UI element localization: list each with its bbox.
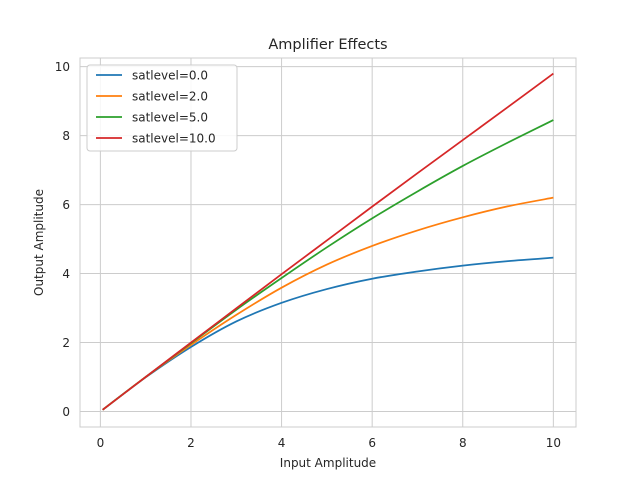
legend: satlevel=0.0 satlevel=2.0 satlevel=5.0 satl… [86, 64, 238, 152]
series-group [102, 72, 554, 411]
y-tick-label: 6 [62, 198, 70, 212]
x-tick-label: 10 [546, 436, 561, 450]
y-tick-label: 8 [62, 129, 70, 143]
legend-label: satlevel=0.0 [132, 69, 208, 83]
x-tick-label: 0 [97, 436, 105, 450]
tick-labels: 0 2 4 6 8 10 0 2 4 6 8 10 [55, 60, 561, 450]
legend-label: satlevel=5.0 [132, 111, 208, 125]
x-tick-label: 8 [459, 436, 467, 450]
grid [80, 58, 576, 427]
x-tick-label: 4 [278, 436, 286, 450]
legend-label: satlevel=2.0 [132, 90, 208, 104]
plot-frame [79, 57, 577, 428]
y-tick-label: 2 [62, 336, 70, 350]
legend-box [86, 64, 238, 152]
chart-title: Amplifier Effects [268, 37, 387, 53]
y-axis-label: Output Amplitude [32, 189, 46, 296]
x-tick-label: 6 [368, 436, 376, 450]
series-line-3 [102, 72, 554, 411]
x-axis-label: Input Amplitude [280, 456, 376, 470]
y-tick-label: 0 [62, 405, 70, 419]
series-line-0 [102, 256, 554, 411]
legend-label: satlevel=10.0 [132, 132, 216, 146]
y-tick-label: 4 [62, 267, 70, 281]
y-tick-label: 10 [55, 60, 70, 74]
x-tick-label: 2 [187, 436, 195, 450]
